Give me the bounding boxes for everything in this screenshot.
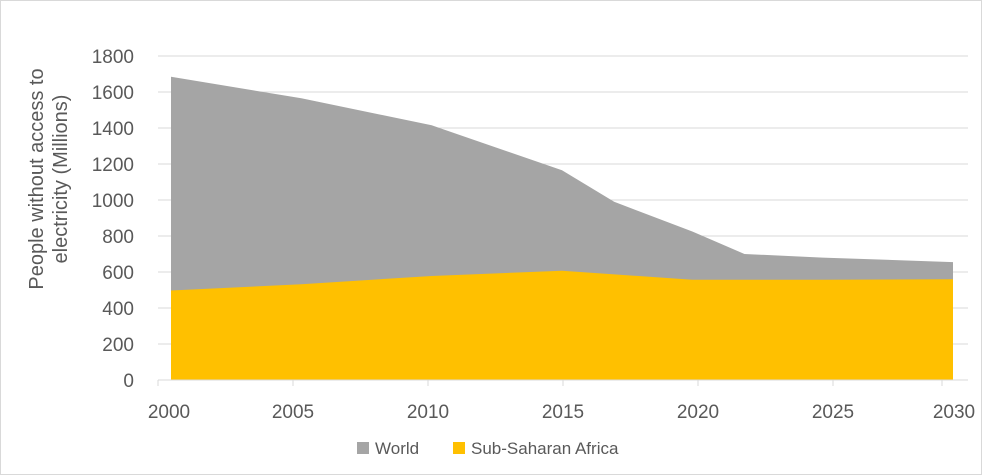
axes: 2000 2005 2010 2015 2020 2025 2030 0 200 400 600 80…: [26, 47, 975, 423]
x-tick-label-2030: 2030: [933, 402, 975, 423]
legend-swatch-sub-saharan-africa: [453, 442, 465, 454]
y-tick-label-600: 600: [102, 263, 134, 284]
x-tick-label-2015: 2015: [542, 402, 584, 423]
plot-areas: [171, 76, 953, 380]
y-tick-label-1800: 1800: [92, 47, 134, 68]
legend-label-sub-saharan-africa: Sub-Saharan Africa: [471, 439, 619, 458]
y-axis-title-line-2: electricity (Millions): [50, 95, 72, 264]
x-tick-label-2025: 2025: [812, 402, 854, 423]
y-tick-label-800: 800: [102, 227, 134, 248]
x-tick-label-2020: 2020: [677, 402, 719, 423]
y-tick-label-1000: 1000: [92, 191, 134, 212]
series-area-sub-saharan-africa: [171, 270, 953, 380]
y-tick-label-400: 400: [102, 299, 134, 320]
y-tick-label-200: 200: [102, 335, 134, 356]
y-tick-label-0: 0: [123, 371, 134, 392]
y-tick-label-1600: 1600: [92, 83, 134, 104]
x-tick-label-2010: 2010: [407, 402, 449, 423]
x-tick-label-2000: 2000: [148, 402, 190, 423]
y-axis-title-line-1: People without access to: [26, 68, 48, 289]
y-tick-label-1400: 1400: [92, 119, 134, 140]
legend-swatch-world: [357, 442, 369, 454]
legend-label-world: World: [375, 439, 419, 458]
y-tick-label-1200: 1200: [92, 155, 134, 176]
y-axis-title: People without access to electricity (Mil…: [26, 68, 72, 289]
x-tick-label-2005: 2005: [272, 402, 314, 423]
legend: World Sub-Saharan Africa: [357, 439, 619, 458]
